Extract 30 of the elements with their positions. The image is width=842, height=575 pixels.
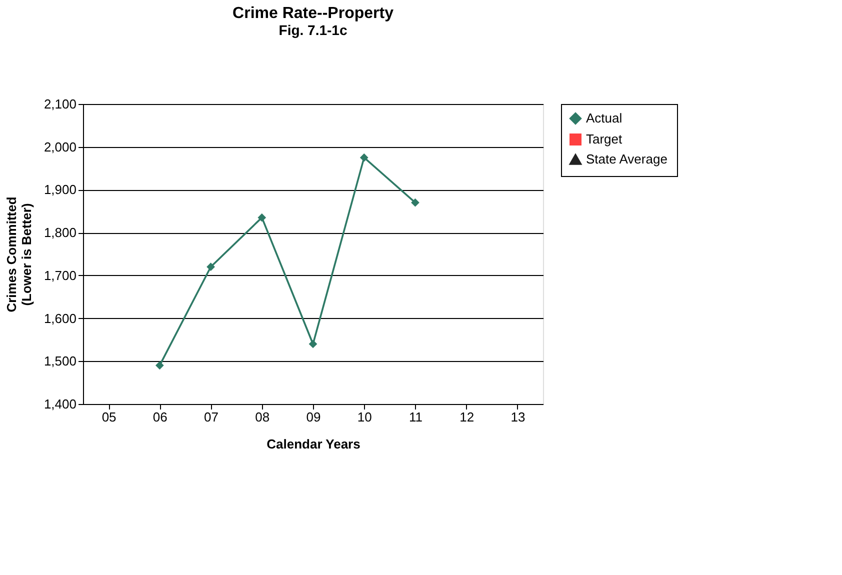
point	[258, 213, 266, 222]
x-tick-label: 05	[102, 410, 116, 424]
legend-label: Actual	[586, 110, 622, 126]
legend-label: State Average	[586, 152, 668, 166]
x-tick-label: 07	[204, 410, 219, 424]
x-tick-label: 09	[306, 410, 321, 424]
point	[308, 340, 318, 348]
y-tick-label: 1,800	[44, 225, 76, 240]
point	[360, 153, 368, 162]
y-tick-label: 1,500	[44, 354, 76, 369]
legend-label: Target	[586, 132, 623, 146]
y-tick-label: 2,000	[44, 139, 76, 154]
x-tick-label: 13	[510, 410, 526, 424]
y-tick-label: 2,100	[44, 96, 76, 112]
y-tick-label: 1,400	[44, 396, 76, 412]
point	[206, 262, 215, 272]
chart-title: Crime Rate--Property	[232, 5, 394, 22]
chart-subtitle: Fig. 7.1-1c	[278, 22, 348, 38]
x-tick-label: 10	[357, 410, 372, 424]
point	[411, 198, 420, 207]
x-tick-label: 11	[408, 410, 422, 424]
y-axis-title: Crimes Committed (Lower is Better)	[4, 196, 34, 312]
x-tick-label: 06	[152, 410, 168, 424]
point	[155, 361, 164, 370]
x-tick-label: 08	[255, 410, 270, 424]
y-tick-label: 1,900	[44, 182, 76, 198]
x-axis-title: Calendar Years	[266, 436, 360, 452]
y-tick-label: 1,600	[44, 310, 76, 326]
y-tick-label: 1,700	[44, 268, 76, 283]
x-tick-label: 12	[460, 410, 474, 424]
